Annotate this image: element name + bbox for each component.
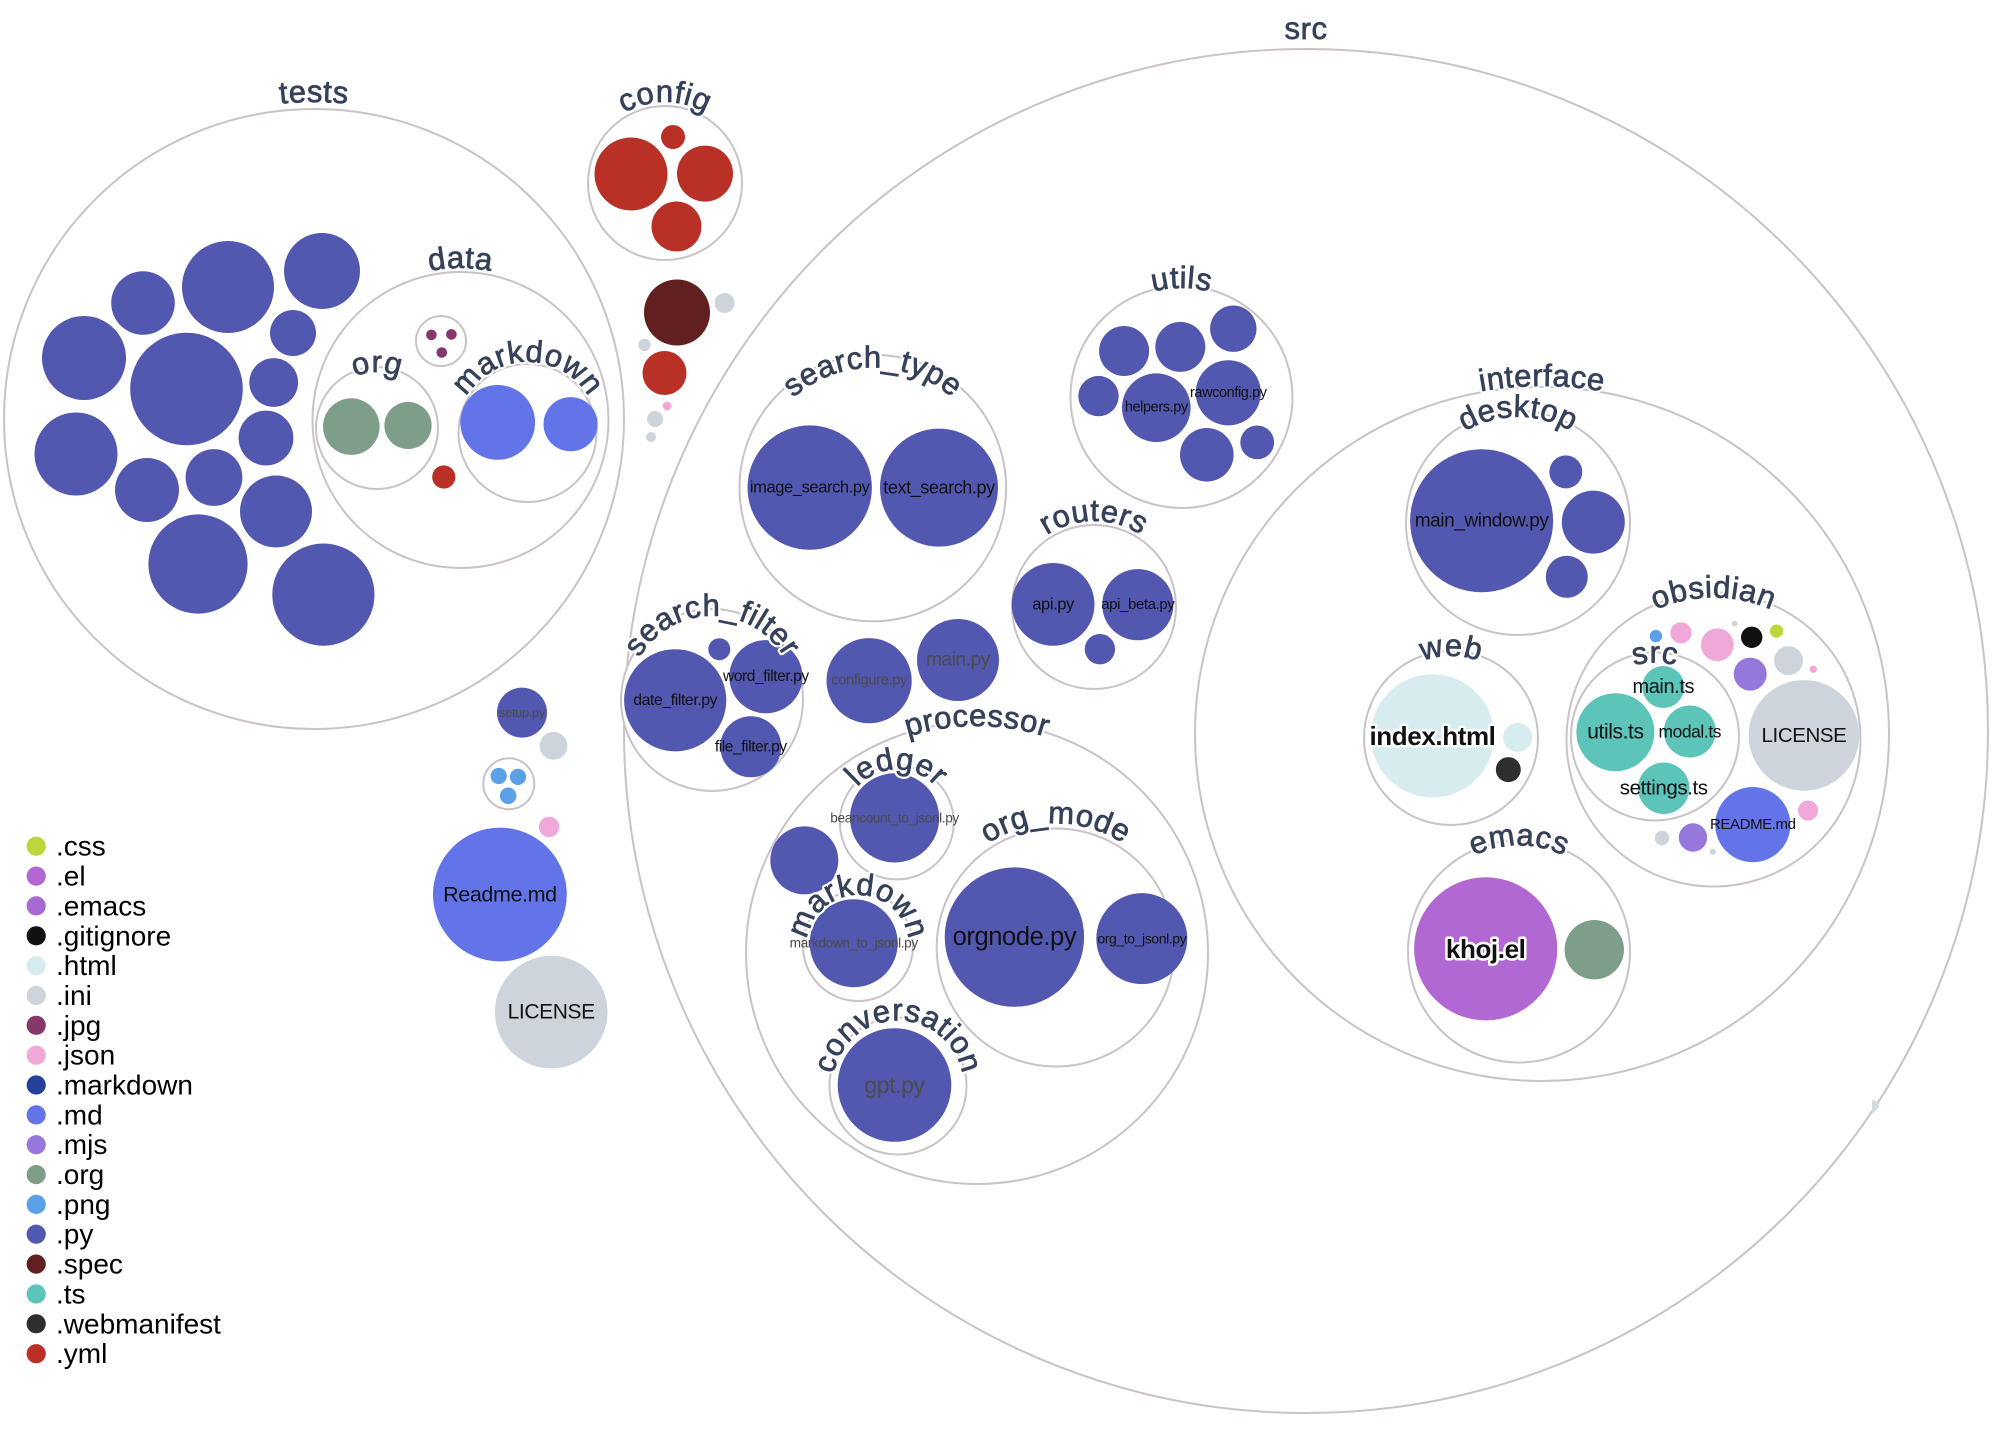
svg-text:.ini: .ini [56, 980, 92, 1011]
svg-text:org_to_jsonl.py: org_to_jsonl.py [1097, 931, 1186, 947]
svg-text:.spec: .spec [56, 1249, 123, 1280]
svg-text:image_search.py: image_search.py [750, 479, 871, 497]
svg-text:api.py: api.py [1032, 595, 1075, 613]
svg-text:utils.ts: utils.ts [1587, 721, 1643, 744]
svg-text:beancount_to_jsonl.py: beancount_to_jsonl.py [830, 810, 959, 825]
svg-text:LICENSE: LICENSE [1762, 724, 1847, 747]
svg-text:.gitignore: .gitignore [56, 920, 171, 951]
svg-text:main.py: main.py [926, 650, 991, 671]
svg-text:src: src [1284, 11, 1328, 46]
svg-text:Readme.md: Readme.md [443, 883, 557, 907]
svg-text:interface: interface [1476, 358, 1608, 398]
svg-text:.emacs: .emacs [56, 890, 146, 921]
svg-text:configure.py: configure.py [831, 673, 908, 689]
svg-text:src: src [1629, 635, 1682, 673]
svg-text:rawconfig.py: rawconfig.py [1190, 385, 1268, 401]
svg-text:.el: .el [56, 861, 86, 892]
svg-text:web: web [1415, 628, 1486, 668]
svg-text:utils: utils [1148, 260, 1216, 298]
svg-text:LICENSE: LICENSE [508, 1001, 595, 1024]
svg-text:org: org [347, 344, 406, 383]
svg-text:orgnode.py: orgnode.py [953, 923, 1077, 951]
svg-text:src: src [1629, 635, 1682, 673]
svg-text:.jpg: .jpg [56, 1010, 101, 1041]
svg-text:date_filter.py: date_filter.py [633, 692, 717, 709]
svg-text:index.html: index.html [1369, 721, 1495, 751]
svg-text:word_filter.py: word_filter.py [722, 668, 809, 685]
svg-text:.ts: .ts [56, 1279, 86, 1310]
svg-text:.json: .json [56, 1040, 115, 1071]
svg-text:web: web [1415, 628, 1486, 668]
svg-text:api_beta.py: api_beta.py [1101, 596, 1175, 613]
svg-text:processor: processor [900, 698, 1054, 743]
svg-text:.md: .md [56, 1099, 103, 1130]
svg-text:.yml: .yml [56, 1338, 107, 1369]
svg-text:org: org [347, 344, 406, 383]
svg-text:.mjs: .mjs [56, 1129, 107, 1160]
svg-text:.css: .css [56, 831, 106, 862]
svg-text:markdown_to_jsonl.py: markdown_to_jsonl.py [790, 936, 919, 951]
svg-text:utils: utils [1148, 260, 1216, 298]
svg-text:helpers.py: helpers.py [1125, 400, 1189, 416]
svg-text:khoj.el: khoj.el [1446, 934, 1526, 964]
svg-text:file_filter.py: file_filter.py [715, 738, 788, 755]
svg-text:.org: .org [56, 1159, 104, 1190]
svg-text:text_search.py: text_search.py [883, 478, 995, 499]
svg-text:.webmanifest: .webmanifest [56, 1308, 221, 1339]
svg-text:data: data [425, 240, 495, 278]
svg-text:data: data [425, 240, 495, 278]
svg-text:tests: tests [277, 74, 350, 111]
svg-text:README.md: README.md [1710, 816, 1796, 833]
svg-text:main_window.py: main_window.py [1415, 510, 1550, 531]
svg-text:.png: .png [56, 1189, 111, 1220]
svg-text:.html: .html [56, 950, 117, 981]
svg-text:modal.ts: modal.ts [1659, 722, 1722, 742]
svg-text:.py: .py [56, 1219, 93, 1250]
svg-text:.markdown: .markdown [56, 1070, 193, 1101]
svg-text:interface: interface [1476, 358, 1608, 398]
svg-text:src: src [1284, 11, 1328, 46]
svg-text:main.ts: main.ts [1632, 676, 1694, 698]
svg-text:setup.py: setup.py [499, 705, 546, 720]
svg-text:settings.ts: settings.ts [1620, 777, 1708, 800]
svg-text:gpt.py: gpt.py [864, 1072, 925, 1098]
